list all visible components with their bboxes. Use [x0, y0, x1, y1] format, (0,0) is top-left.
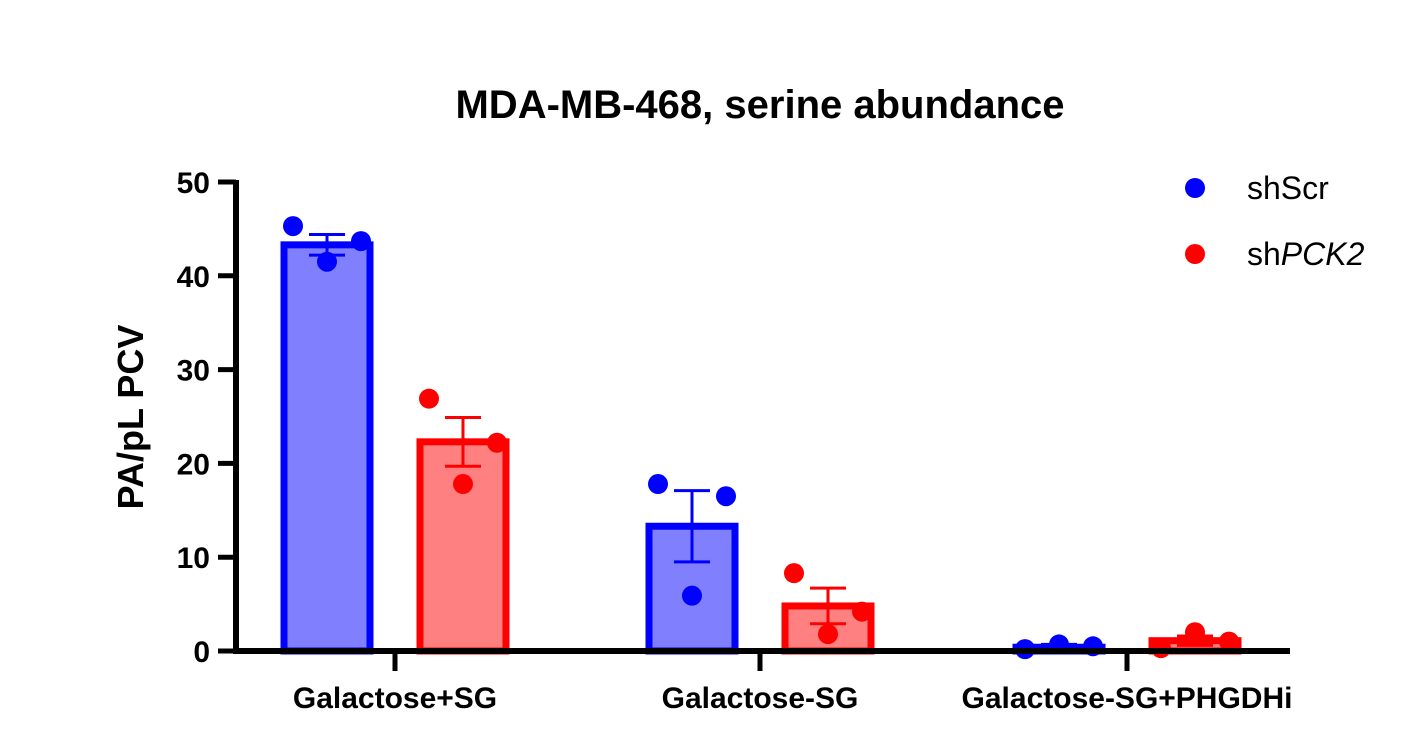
data-point [419, 388, 439, 409]
data-point [283, 216, 303, 237]
data-point [487, 432, 507, 453]
data-point [784, 563, 804, 584]
y-tick-label: 10 [177, 542, 210, 575]
y-tick-label: 30 [177, 355, 210, 388]
chart-title: MDA-MB-468, serine abundance [455, 83, 1064, 127]
x-tick-label: Galactose-SG [662, 682, 859, 715]
x-tick-label: Galactose-SG+PHGDHi [962, 682, 1293, 715]
data-point [648, 474, 668, 495]
legend-label-shscr: shScr [1247, 170, 1329, 206]
bar-shscr-1 [280, 241, 374, 655]
data-point [1185, 622, 1205, 643]
data-point [818, 624, 838, 645]
y-axis-label: PA/pL PCV [110, 325, 151, 510]
legend-marker-shpck2 [1185, 244, 1205, 264]
data-point [453, 474, 473, 495]
legend: shScr shPCK2 [1185, 170, 1365, 272]
x-tick-label: Galactose+SG [293, 682, 497, 715]
legend-marker-shscr [1185, 178, 1205, 198]
legend-label-shpck2: shPCK2 [1247, 236, 1365, 272]
data-point [716, 486, 736, 507]
data-point [682, 585, 702, 606]
data-point [317, 251, 337, 272]
bar-shpck2-1 [416, 438, 510, 655]
y-tick-label: 50 [177, 167, 210, 200]
y-tick-label: 40 [177, 261, 210, 294]
plot-area: 0 10 20 30 40 50 Galactose+SG Galactose-SG Galac… [177, 167, 1293, 715]
data-point [852, 601, 872, 622]
y-tick-label: 0 [193, 636, 210, 669]
data-point [1219, 631, 1239, 652]
y-tick-label: 20 [177, 448, 210, 481]
data-point [351, 231, 371, 252]
